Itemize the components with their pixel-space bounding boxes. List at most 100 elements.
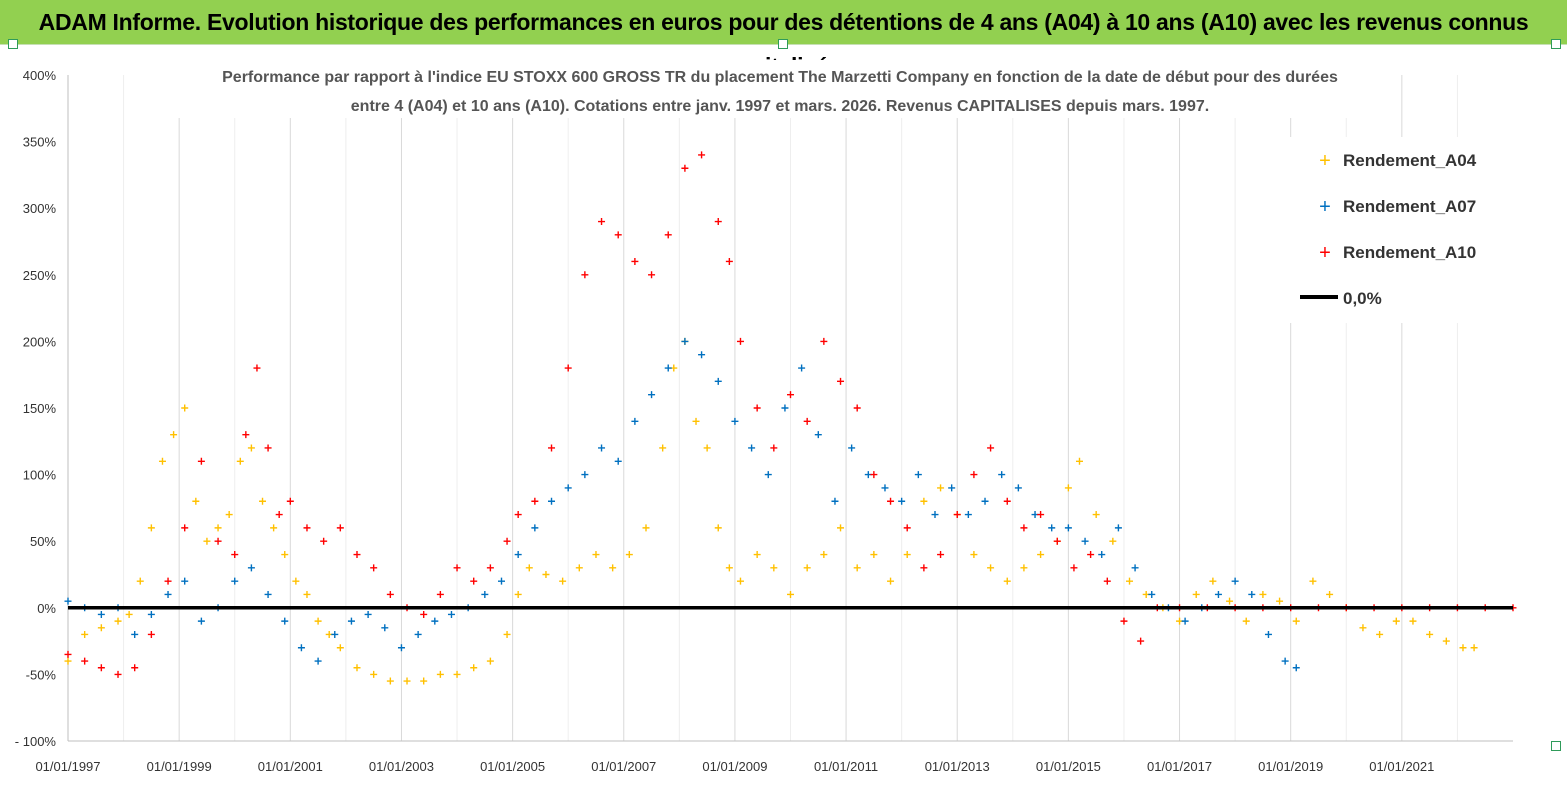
data-point-a04 bbox=[753, 551, 761, 559]
data-point-a10 bbox=[1037, 511, 1045, 519]
data-point-a10 bbox=[131, 664, 139, 672]
data-point-a10 bbox=[987, 444, 995, 452]
data-point-a10 bbox=[514, 511, 522, 519]
data-point-a04 bbox=[1326, 590, 1334, 598]
data-point-a04 bbox=[436, 670, 444, 678]
data-point-a10 bbox=[698, 151, 706, 159]
data-point-a10 bbox=[820, 337, 828, 345]
data-point-a10 bbox=[1087, 551, 1095, 559]
data-point-a10 bbox=[164, 577, 172, 585]
data-point-a07 bbox=[914, 471, 922, 479]
data-point-a04 bbox=[736, 577, 744, 585]
chart-area[interactable]: 400% 350% 300% 250% 200% 150% 100% 50% 0% -50% - 1… bbox=[0, 39, 1567, 791]
data-point-a04 bbox=[803, 564, 811, 572]
data-point-a04 bbox=[1442, 637, 1450, 645]
data-point-a10 bbox=[870, 471, 878, 479]
data-point-a10 bbox=[197, 457, 205, 465]
data-point-a07 bbox=[948, 484, 956, 492]
y-tick-label: 50% bbox=[30, 534, 56, 549]
data-point-a10 bbox=[253, 364, 261, 372]
data-point-a07 bbox=[147, 610, 155, 618]
data-point-a07 bbox=[131, 630, 139, 638]
data-point-a10 bbox=[303, 524, 311, 532]
resize-handle-top-right[interactable] bbox=[1551, 39, 1561, 49]
data-point-a04 bbox=[770, 564, 778, 572]
data-point-a07 bbox=[1131, 564, 1139, 572]
data-point-a04 bbox=[336, 644, 344, 652]
data-point-a07 bbox=[648, 391, 656, 399]
data-point-a04 bbox=[1064, 484, 1072, 492]
x-tick-label: 01/01/1999 bbox=[147, 759, 212, 774]
data-point-a10 bbox=[1070, 564, 1078, 572]
data-point-a04 bbox=[870, 551, 878, 559]
y-axis: 400% 350% 300% 250% 200% 150% 100% 50% 0% -50% - 1… bbox=[15, 68, 69, 749]
data-point-a10 bbox=[787, 391, 794, 399]
data-point-a07 bbox=[714, 377, 722, 385]
data-point-a07 bbox=[481, 590, 489, 598]
data-point-a07 bbox=[1264, 630, 1272, 638]
data-point-a04 bbox=[403, 677, 411, 685]
data-point-a07 bbox=[981, 497, 989, 505]
data-point-a07 bbox=[614, 457, 622, 465]
x-tick-label: 01/01/2021 bbox=[1369, 759, 1434, 774]
data-point-a04 bbox=[703, 444, 711, 452]
data-point-a07 bbox=[898, 497, 906, 505]
data-point-a10 bbox=[753, 404, 761, 412]
data-point-a10 bbox=[736, 337, 744, 345]
data-point-a10 bbox=[887, 497, 895, 505]
chart-legend[interactable]: + Rendement_A04 + Rendement_A07 + Rendem… bbox=[1285, 137, 1510, 323]
data-point-a10 bbox=[1137, 637, 1145, 645]
data-point-a04 bbox=[887, 577, 895, 585]
data-point-a04 bbox=[920, 497, 928, 505]
legend-label-zero: 0,0% bbox=[1343, 289, 1382, 308]
x-tick-label: 01/01/2009 bbox=[702, 759, 767, 774]
resize-handle-bottom-right[interactable] bbox=[1551, 741, 1561, 751]
data-point-a04 bbox=[903, 551, 911, 559]
chart-title-line-2: entre 4 (A04) et 10 ans (A10). Cotations… bbox=[351, 98, 1209, 115]
series-a10 bbox=[64, 151, 1517, 678]
data-point-a07 bbox=[331, 630, 339, 638]
data-point-a07 bbox=[281, 617, 289, 625]
data-point-a10 bbox=[64, 650, 72, 658]
data-point-a10 bbox=[648, 271, 656, 279]
data-point-a04 bbox=[1020, 564, 1028, 572]
data-point-a04 bbox=[192, 497, 200, 505]
data-point-a07 bbox=[514, 551, 522, 559]
data-point-a04 bbox=[609, 564, 617, 572]
resize-handle-top-left[interactable] bbox=[8, 39, 18, 49]
legend-label-a04: Rendement_A04 bbox=[1343, 151, 1477, 170]
data-point-a07 bbox=[964, 511, 972, 519]
data-point-a07 bbox=[598, 444, 606, 452]
data-point-a10 bbox=[320, 537, 328, 545]
data-point-a04 bbox=[147, 524, 155, 532]
data-point-a10 bbox=[970, 471, 978, 479]
x-tick-label: 01/01/2019 bbox=[1258, 759, 1323, 774]
data-point-a10 bbox=[903, 524, 911, 532]
data-point-a04 bbox=[853, 564, 861, 572]
data-point-a04 bbox=[270, 524, 278, 532]
data-point-a04 bbox=[1409, 617, 1417, 625]
data-point-a10 bbox=[837, 377, 845, 385]
data-point-a04 bbox=[203, 537, 211, 545]
data-point-a04 bbox=[1242, 617, 1250, 625]
data-point-a04 bbox=[292, 577, 300, 585]
data-point-a07 bbox=[781, 404, 789, 412]
data-point-a10 bbox=[803, 417, 811, 425]
data-point-a07 bbox=[1081, 537, 1089, 545]
legend-label-a07: Rendement_A07 bbox=[1343, 197, 1476, 216]
data-point-a07 bbox=[181, 577, 189, 585]
resize-handle-top-center[interactable] bbox=[778, 39, 788, 49]
data-point-a07 bbox=[364, 610, 372, 618]
data-point-a07 bbox=[231, 577, 239, 585]
data-point-a04 bbox=[1226, 597, 1234, 605]
data-point-a04 bbox=[225, 511, 233, 519]
data-point-a07 bbox=[397, 644, 405, 652]
data-point-a04 bbox=[1126, 577, 1134, 585]
y-tick-label: 150% bbox=[23, 401, 57, 416]
data-point-a07 bbox=[97, 610, 105, 618]
data-point-a04 bbox=[136, 577, 144, 585]
data-point-a04 bbox=[1459, 644, 1467, 652]
report-header-banner: ADAM Informe. Evolution historique des p… bbox=[0, 0, 1567, 79]
data-point-a04 bbox=[1192, 590, 1200, 598]
x-tick-label: 01/01/2015 bbox=[1036, 759, 1101, 774]
